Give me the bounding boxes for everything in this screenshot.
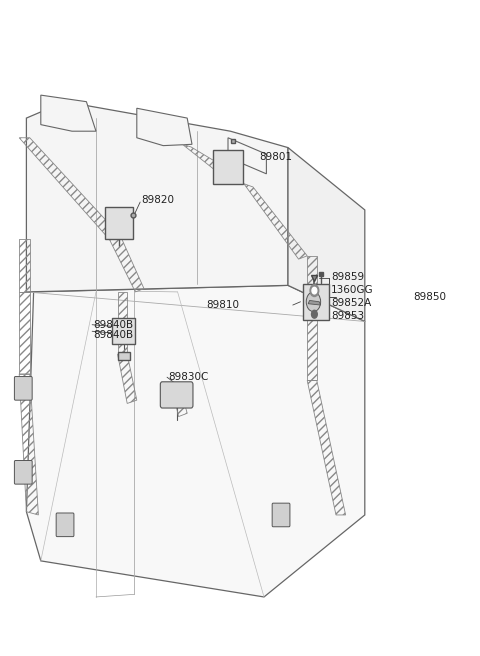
Text: 89853: 89853 [331, 311, 364, 321]
Text: 89820: 89820 [142, 195, 175, 205]
Polygon shape [228, 138, 266, 174]
Polygon shape [26, 102, 288, 292]
Text: 89801: 89801 [259, 152, 292, 163]
FancyBboxPatch shape [160, 382, 193, 408]
Text: 89840B: 89840B [94, 319, 134, 330]
Polygon shape [288, 148, 365, 321]
Polygon shape [41, 95, 96, 131]
Polygon shape [137, 108, 192, 146]
Text: 89810: 89810 [206, 300, 240, 310]
Text: 89852A: 89852A [331, 298, 372, 308]
Circle shape [312, 287, 317, 294]
Circle shape [310, 285, 319, 297]
Text: 89830C: 89830C [168, 372, 208, 382]
Circle shape [312, 310, 317, 318]
FancyBboxPatch shape [213, 150, 243, 184]
Polygon shape [26, 285, 365, 597]
Polygon shape [308, 300, 321, 305]
FancyBboxPatch shape [105, 207, 133, 239]
Text: 89850: 89850 [413, 291, 446, 302]
FancyBboxPatch shape [118, 352, 130, 360]
FancyBboxPatch shape [14, 461, 32, 484]
Text: 89859: 89859 [331, 272, 364, 282]
FancyBboxPatch shape [272, 503, 290, 527]
FancyBboxPatch shape [56, 513, 74, 537]
Text: 89840B: 89840B [94, 329, 134, 340]
FancyBboxPatch shape [14, 377, 32, 400]
Text: 1360GG: 1360GG [331, 285, 374, 295]
FancyBboxPatch shape [112, 318, 135, 344]
FancyBboxPatch shape [303, 283, 329, 319]
Circle shape [306, 292, 321, 312]
